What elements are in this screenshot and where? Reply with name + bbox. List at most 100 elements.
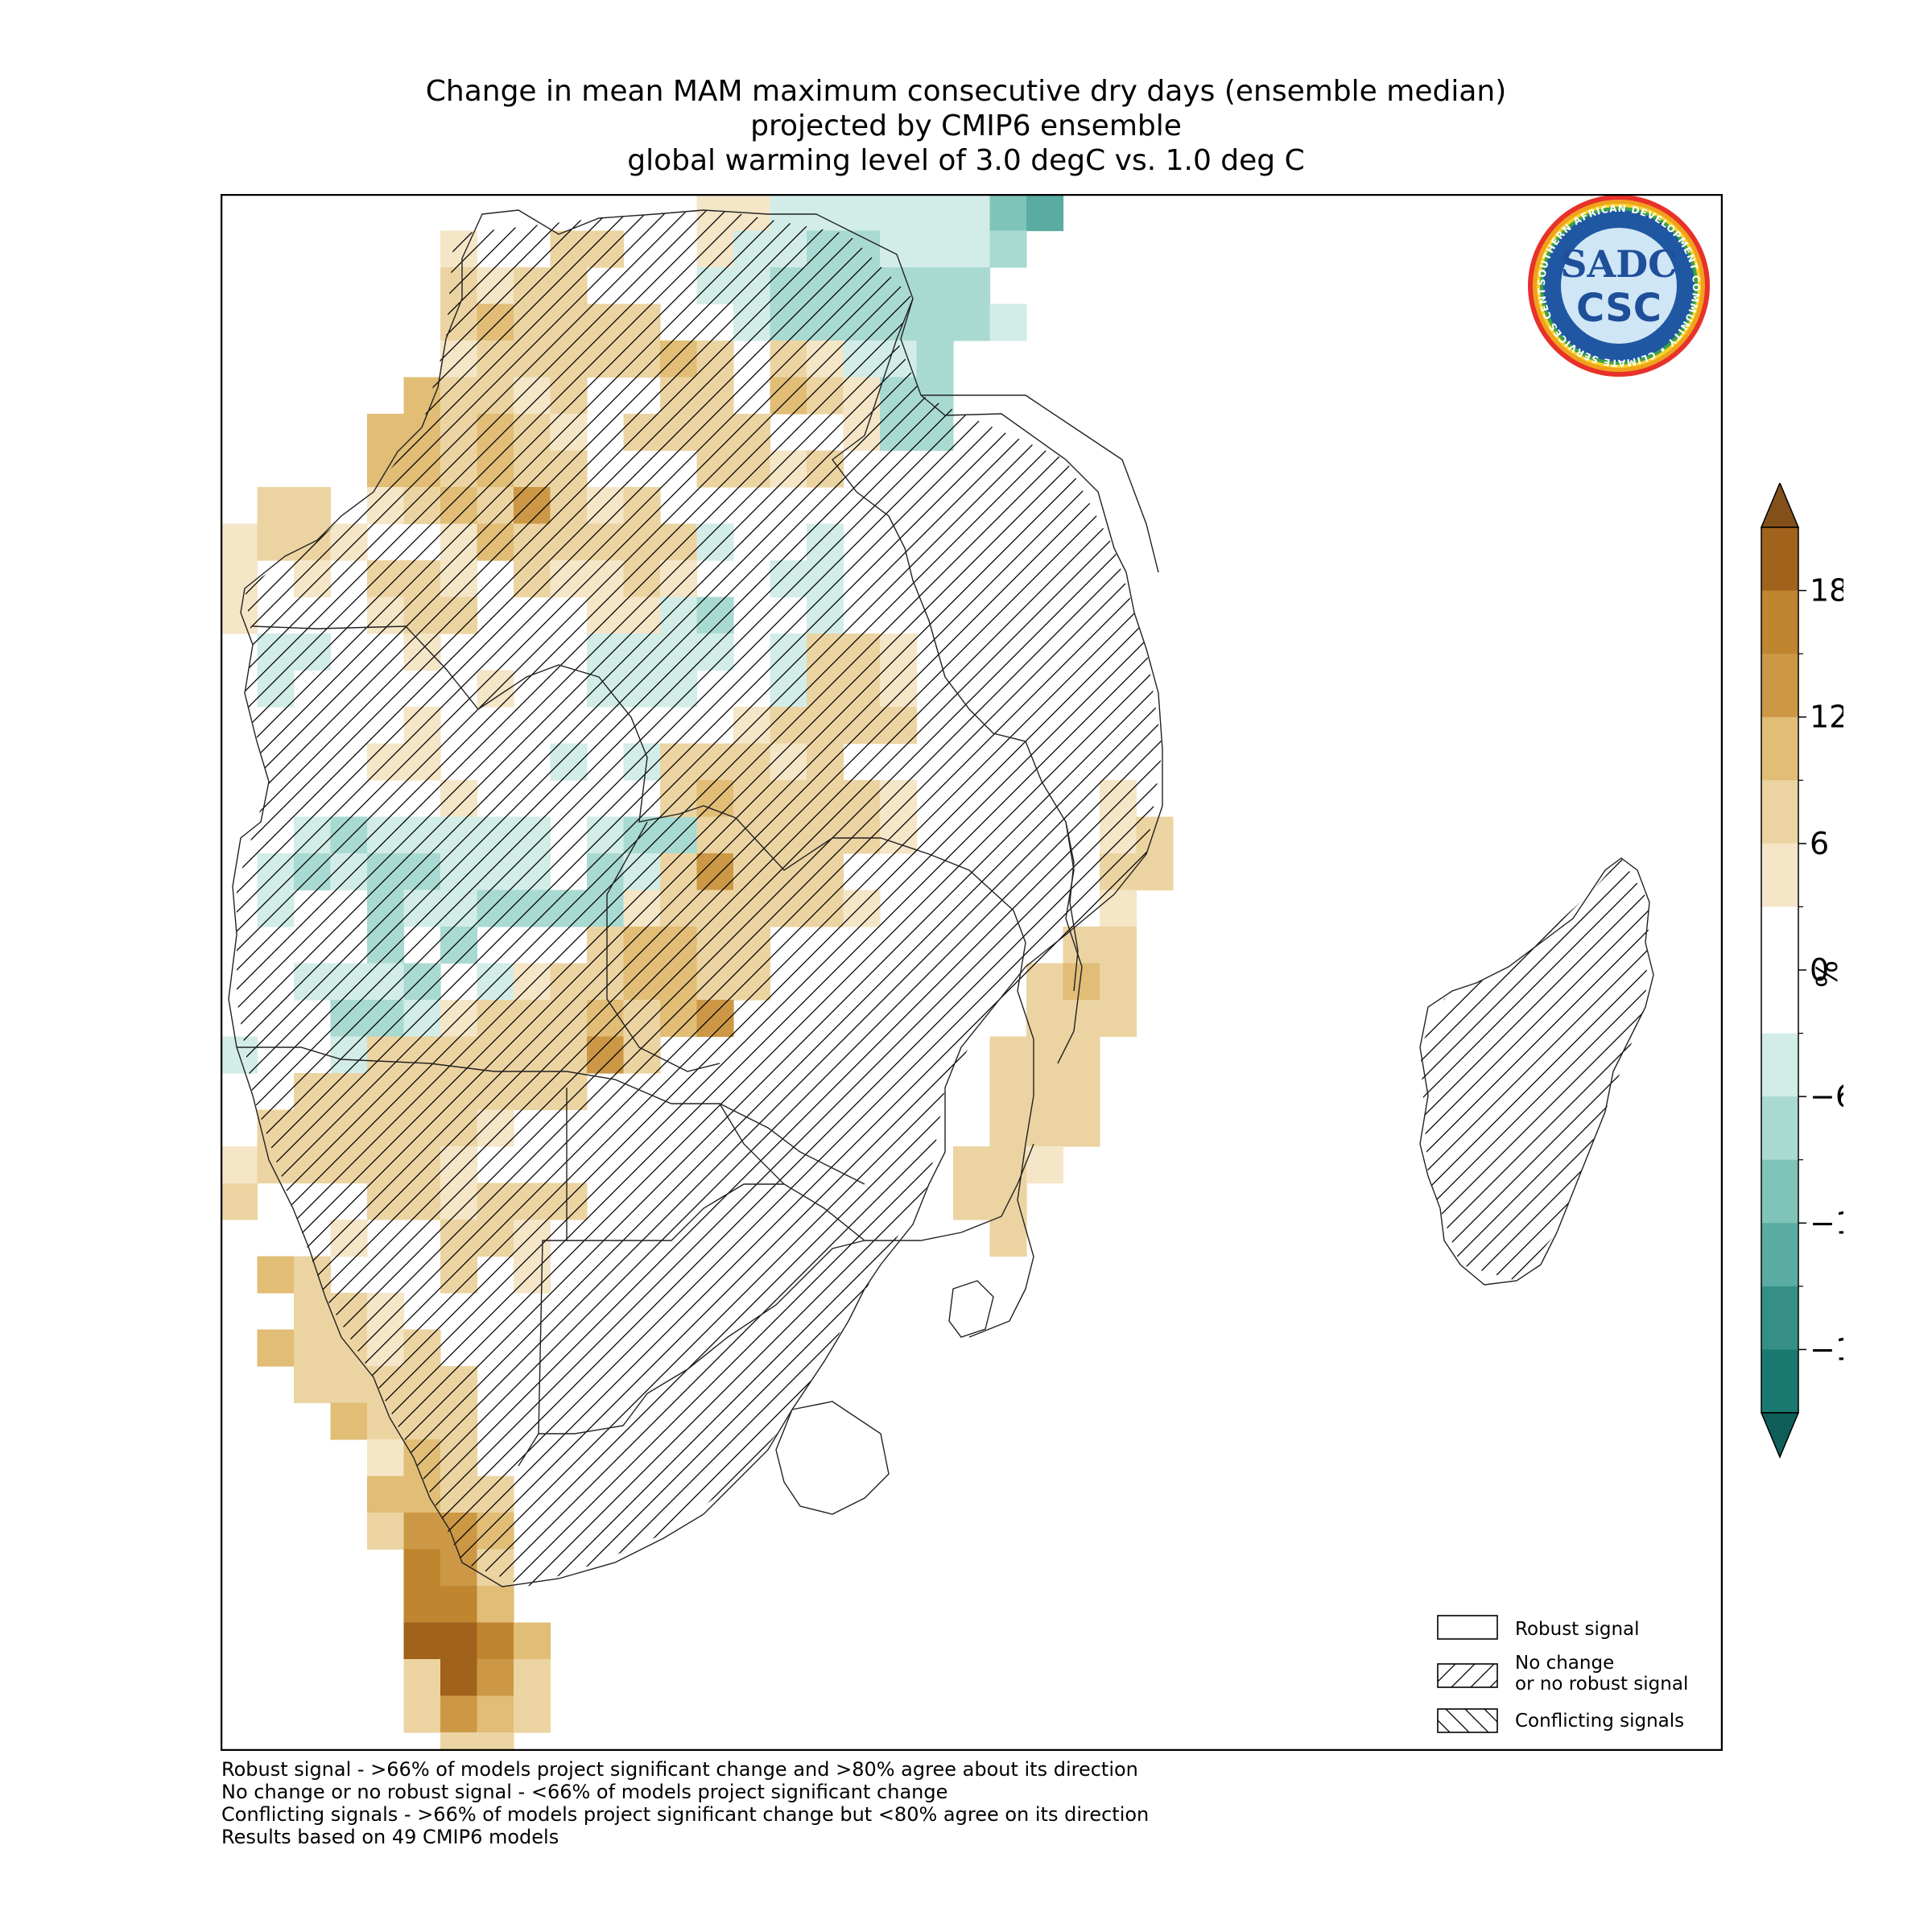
grid-cell: [440, 1659, 478, 1697]
border-zambia-south: [614, 1079, 865, 1185]
grid-cell: [367, 414, 405, 452]
title-line-3: global warming level of 3.0 degC vs. 1.0…: [627, 144, 1305, 177]
grid-cell: [477, 1732, 514, 1751]
map-panel: SOUTHERN AFRICAN DEVELOPMENT COMMUNITY •…: [221, 194, 1723, 1751]
grid-cell: [1063, 1073, 1100, 1111]
grid-cell: [221, 1146, 258, 1184]
grid-cell: [477, 1586, 514, 1624]
colorbar-segment: [1761, 843, 1798, 907]
legend-nochange-swatch: [1437, 1663, 1498, 1688]
colorbar-segment: [1761, 970, 1798, 1034]
grid-cell: [916, 194, 954, 232]
border-zimbabwe: [719, 1103, 1034, 1241]
grid-cell: [1100, 1000, 1137, 1038]
grid-cell: [294, 1293, 332, 1331]
grid-cell: [330, 1366, 368, 1404]
border-sa-north: [539, 1240, 865, 1435]
border-angola-namibia: [237, 1046, 616, 1080]
colorbar-tick-label: 0: [1810, 952, 1829, 988]
legend-conflicting-label: Conflicting signals: [1515, 1711, 1684, 1732]
colorbar-tick-label: 18: [1810, 573, 1843, 609]
footnote-conflicting: Conflicting signals - >66% of models pro…: [221, 1803, 1150, 1826]
colorbar-segment: [1761, 906, 1798, 971]
grid-cell: [1026, 1000, 1064, 1038]
grid-cell: [953, 194, 991, 232]
chart-title: Change in mean MAM maximum consecutive d…: [0, 74, 1932, 178]
grid-cell: [514, 1695, 551, 1733]
grid-cell: [953, 267, 991, 305]
colorbar-segment: [1761, 1096, 1798, 1161]
grid-cell: [989, 230, 1027, 268]
colorbar-tick-label: −12: [1810, 1205, 1843, 1241]
grid-cell: [1026, 1036, 1064, 1074]
grid-cell: [989, 1073, 1027, 1111]
grid-cell: [953, 230, 991, 268]
grid-cell: [989, 1109, 1027, 1147]
legend-nochange-label-1: No change: [1515, 1653, 1614, 1674]
colorbar-segment: [1761, 716, 1798, 781]
grid-cell: [989, 1146, 1027, 1184]
footnote-robust: Robust signal - >66% of models project s…: [221, 1758, 1138, 1781]
colorbar: 18 12 6 0 −6 −12 −18 %: [1760, 483, 1843, 1459]
colorbar-unit-label: %: [1811, 960, 1843, 988]
footnotes: Robust signal - >66% of models project s…: [221, 1758, 1149, 1848]
colorbar-segment: [1761, 527, 1798, 592]
grid-cell: [989, 1220, 1027, 1257]
grid-cell: [1063, 1000, 1100, 1038]
colorbar-tick-label: 6: [1810, 826, 1829, 861]
border-kenya-tanzania: [921, 394, 1159, 573]
grid-cell: [367, 1513, 405, 1550]
grid-cell: [953, 1146, 991, 1184]
legend-robust-label: Robust signal: [1515, 1619, 1640, 1640]
legend-conflicting-swatch: [1437, 1708, 1498, 1733]
grid-cell: [257, 523, 295, 561]
colorbar-ticks: 18 12 6 0 −6 −12 −18: [1798, 573, 1843, 1367]
border-malawi: [1025, 741, 1083, 1064]
grid-cell: [367, 1439, 405, 1477]
logo-sadc-text: SADC: [1560, 242, 1677, 286]
grid-cell: [1063, 1109, 1100, 1147]
grid-cell: [953, 303, 991, 341]
grid-cell: [367, 1476, 405, 1513]
grid-cell: [916, 303, 954, 341]
grid-cell: [257, 1329, 295, 1367]
legend-robust-swatch: [1437, 1615, 1498, 1640]
grid-cell: [440, 1586, 478, 1624]
grid-cell: [440, 1695, 478, 1733]
lake-malawi: [1065, 821, 1079, 992]
logo-csc-text: CSC: [1576, 286, 1662, 331]
border-zambia-east: [735, 817, 1034, 1096]
logo-center: [1561, 228, 1677, 344]
map-frame: [221, 194, 1723, 1751]
grid-cell: [989, 303, 1027, 341]
title-line-1: Change in mean MAM maximum consecutive d…: [425, 75, 1507, 108]
legend-nochange-label-2: or no robust signal: [1515, 1674, 1688, 1695]
grid-cell: [330, 1402, 368, 1440]
grid-cell: [257, 1256, 295, 1294]
colorbar-segment: [1761, 780, 1798, 844]
colorbar-segments: [1760, 483, 1800, 1459]
grid-cell: [1026, 1109, 1064, 1147]
hatch-legend: Robust signal No change or no robust sig…: [1437, 1615, 1688, 1733]
grid-cell: [257, 487, 295, 525]
border-namibia-botswana: [518, 1088, 568, 1467]
hatched-region: [237, 210, 1162, 1587]
grid-cell: [843, 194, 881, 232]
grid-cell: [916, 341, 954, 378]
grid-cell: [221, 1183, 258, 1220]
grid-cell: [1063, 1036, 1100, 1074]
grid-cell: [477, 1695, 514, 1733]
footnote-nochange: No change or no robust signal - <66% of …: [221, 1781, 948, 1803]
grid-cell: [989, 1036, 1027, 1074]
grid-cell: [403, 1586, 441, 1624]
border-botswana-sa: [567, 1183, 784, 1241]
colorbar-extend-low: [1760, 1412, 1800, 1459]
grid-cell: [403, 1549, 441, 1587]
country-borders: [228, 209, 1654, 1587]
grid-cell: [403, 1659, 441, 1697]
colorbar-extend-high: [1760, 483, 1800, 528]
grid-cell: [294, 1329, 332, 1367]
grid-cell: [916, 230, 954, 268]
grid-cell: [477, 1659, 514, 1697]
grid-cell: [1063, 927, 1100, 964]
